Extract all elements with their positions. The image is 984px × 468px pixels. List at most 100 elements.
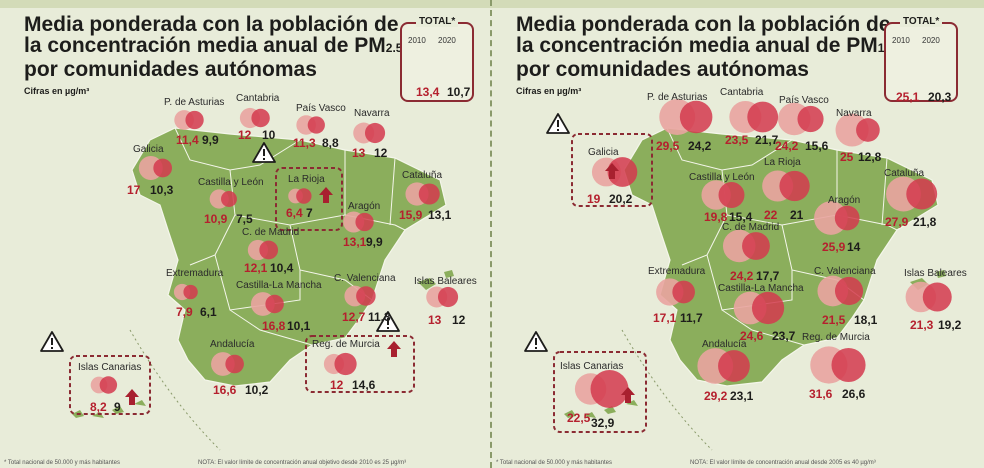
bubble-2020 bbox=[718, 182, 745, 208]
region-label: Castilla-La Mancha bbox=[236, 280, 322, 291]
value-2010: 12 bbox=[238, 128, 252, 142]
value-2010: 31,6 bbox=[809, 387, 833, 401]
value-2020: 20,2 bbox=[609, 192, 633, 206]
bubble-2020 bbox=[672, 280, 695, 304]
region-border bbox=[229, 309, 313, 346]
region-label: País Vasco bbox=[296, 103, 346, 114]
balearic-islands-shape bbox=[418, 270, 454, 290]
region-label: Cantabria bbox=[236, 93, 280, 104]
value-2020: 8,8 bbox=[322, 136, 339, 150]
year-2010-label: 2010 bbox=[892, 36, 910, 45]
value-2020: 7 bbox=[306, 206, 313, 220]
region-bubbles bbox=[574, 370, 629, 408]
bubble-2020 bbox=[834, 276, 864, 306]
footnote-note: NOTA: El valor límite de concentración a… bbox=[198, 460, 407, 466]
spain-map bbox=[524, 51, 952, 451]
value-2010: 19,8 bbox=[704, 210, 728, 224]
region-bubbles bbox=[656, 278, 695, 306]
bubble-2020 bbox=[742, 232, 770, 260]
region-label: Navarra bbox=[836, 108, 872, 119]
total-box: TOTAL* 2010 2020 bbox=[400, 16, 474, 102]
value-2010: 13 bbox=[352, 146, 366, 160]
value-2020: 15,4 bbox=[729, 210, 753, 224]
bubble-2020 bbox=[922, 282, 952, 312]
bubble-2020 bbox=[265, 294, 284, 314]
bubble-2020 bbox=[99, 376, 118, 394]
bubble-2020 bbox=[364, 122, 386, 144]
region-label: Andalucía bbox=[210, 339, 255, 350]
region-label: Aragón bbox=[348, 201, 381, 212]
region-label: Reg. de Murcia bbox=[802, 332, 870, 343]
region-bubbles bbox=[729, 100, 779, 134]
value-2010: 12,1 bbox=[244, 261, 268, 275]
region-label: C. Valenciana bbox=[814, 266, 876, 277]
bubble-2020 bbox=[418, 183, 440, 205]
bubble-2020 bbox=[779, 170, 810, 202]
value-2020: 9,9 bbox=[366, 235, 383, 249]
region-label: Cantabria bbox=[720, 87, 764, 98]
value-2010: 17,1 bbox=[653, 311, 677, 325]
region-bubbles bbox=[353, 122, 386, 144]
value-2020: 11,3 bbox=[368, 310, 391, 324]
bubble-2020 bbox=[679, 100, 713, 134]
region-label: Andalucía bbox=[702, 339, 747, 350]
region-bubbles bbox=[288, 188, 312, 204]
region-label: Galicia bbox=[133, 144, 164, 155]
region-bubbles bbox=[209, 189, 237, 209]
value-2010: 25 bbox=[840, 150, 854, 164]
total-value-2010: 25,1 bbox=[896, 90, 920, 104]
increase-highlight-box bbox=[553, 351, 647, 433]
value-2010: 10,9 bbox=[204, 212, 228, 226]
region-bubbles bbox=[90, 376, 118, 394]
region-label: P. de Asturias bbox=[647, 92, 708, 103]
bubble-2020 bbox=[307, 116, 325, 134]
region-label: Cataluña bbox=[402, 170, 443, 181]
value-2020: 12,8 bbox=[858, 150, 882, 164]
region-label: Extremadura bbox=[166, 268, 224, 279]
region-bubbles bbox=[138, 156, 172, 180]
region-border bbox=[881, 157, 888, 226]
bubble-2020 bbox=[334, 352, 357, 376]
bubble-2020 bbox=[747, 101, 779, 133]
region-bubbles bbox=[777, 102, 824, 136]
year-2020-label: 2020 bbox=[438, 36, 456, 45]
value-2010: 22 bbox=[764, 208, 778, 222]
value-2020: 12 bbox=[452, 313, 466, 327]
region-bubbles bbox=[405, 182, 440, 206]
region-bubbles bbox=[344, 285, 376, 307]
value-2020: 10 bbox=[262, 128, 276, 142]
region-label: Extremadura bbox=[648, 266, 706, 277]
region-bubbles bbox=[250, 292, 284, 316]
region-label: Navarra bbox=[354, 108, 390, 119]
value-2020: 7,5 bbox=[236, 212, 253, 226]
increase-highlight-box bbox=[305, 335, 415, 393]
bubble-2020 bbox=[259, 240, 279, 260]
total-value-2010: 13,4 bbox=[416, 85, 440, 99]
total-value-2020: 10,7 bbox=[447, 85, 471, 99]
value-2010: 7,9 bbox=[176, 305, 193, 319]
increase-highlight-box bbox=[275, 167, 343, 231]
title-tail: por comunidades autónomas bbox=[516, 58, 809, 81]
pm10-panel: P. de Asturias 29,5 24,2 Cantabria 23,5 21,7 P… bbox=[492, 0, 983, 468]
bubble-2020 bbox=[834, 205, 860, 231]
region-bubbles bbox=[296, 115, 325, 135]
value-2010: 22,5 bbox=[567, 411, 591, 425]
region-bubbles bbox=[173, 283, 198, 301]
value-2020: 11,7 bbox=[680, 311, 703, 325]
footnote-note: NOTA: El valor límite de concentración a… bbox=[690, 460, 876, 466]
value-2020: 26,6 bbox=[842, 387, 866, 401]
total-label: TOTAL* bbox=[900, 16, 943, 27]
bubble-2020 bbox=[437, 286, 459, 308]
panel-divider bbox=[490, 0, 492, 468]
top-bar bbox=[0, 0, 984, 8]
value-2020: 6,1 bbox=[200, 305, 217, 319]
footnote-total: * Total nacional de 50.000 y más habitan… bbox=[496, 460, 612, 466]
value-2010: 24,2 bbox=[730, 269, 754, 283]
region-bubbles bbox=[733, 291, 785, 325]
chart-title: Media ponderada con la población de la c… bbox=[516, 14, 896, 80]
bubble-2020 bbox=[751, 291, 785, 325]
warning-icon bbox=[40, 331, 64, 352]
bubble-2020 bbox=[718, 350, 750, 382]
bubble-2020 bbox=[607, 157, 638, 187]
value-2020: 18,1 bbox=[854, 313, 878, 327]
